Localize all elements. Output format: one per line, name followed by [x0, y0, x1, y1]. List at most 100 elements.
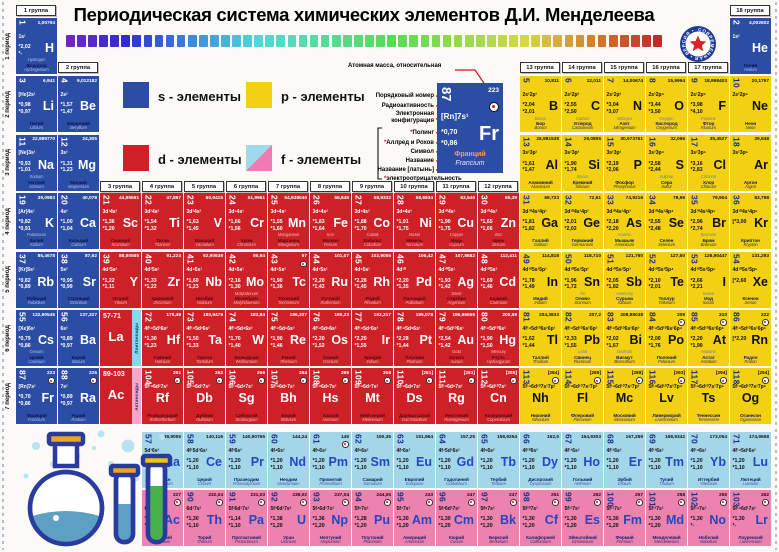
element-Hg[interactable]: 80 200,59 4f¹⁴5d¹⁰6s² *1,90 *1,50 Hg Mercury Рт…: [478, 310, 519, 366]
element-Ga[interactable]: 31 69,723 3d¹⁰4s²4p¹ *1,81 *1,82 Ga Галлий Gall…: [520, 193, 561, 250]
element-Cl[interactable]: 17 35,4527 3s²3p⁵ *3,16 *2,83 Cl Chlorine Хлор C…: [688, 134, 729, 191]
element-Lu[interactable]: 71 174,9668 4f¹⁴5d¹6s² *1,20 *1,10 Lu Лютеций L…: [730, 432, 771, 488]
element-Er[interactable]: 68 167,259 4f¹²6s² *1,20 *1,10 Er Эрбий Erbium: [604, 432, 645, 488]
element-H[interactable]: 1 1,00794 1s¹ *2,02 *- H Hydrogen Водород Hydrog…: [16, 18, 57, 74]
element-Y[interactable]: 39 88,90585 4d¹5s² *1,22 *1,11 Y Иттрий Yttrium: [100, 251, 141, 308]
element-Pu[interactable]: 94 244,06 5f⁶7s² *1,28 *1,20 Pu Плутоний Pluton…: [352, 490, 393, 546]
element-He[interactable]: 2 4,002602 1s² He Гелий Helium: [730, 18, 771, 74]
element-W[interactable]: 74 183,84 4f¹⁴5d⁴6s² *1,70 *1,40 W Вольфрам Wol…: [226, 310, 267, 366]
element-Ta[interactable]: 73 180,9479 4f¹⁴5d³6s² *1,50 *1,33 Ta Тантал Ta…: [184, 310, 225, 366]
element-Cs[interactable]: 55 132,90545 [Xe]6s¹ *0,79 *0,86 Cs Cesium Цези…: [16, 310, 57, 366]
element-Ru[interactable]: 44 101,07 4d⁷5s¹ *2,20 *1,42 Ru Рутений Rutheni…: [310, 251, 351, 308]
element-Tl[interactable]: 81 204,3833 4f¹⁴5d¹⁰6s²6p¹ *1,62 *1,44 Tl Талл…: [520, 310, 561, 366]
element-Te[interactable]: 52 127,60 4d¹⁰5s²5p⁴ *2,10 *2,01 Te Теллур Tell…: [646, 251, 687, 308]
placeholder-Ac[interactable]: 89-103 Ac Актиноиды: [100, 368, 141, 425]
element-Zn[interactable]: 30 65,39 3d¹⁰4s² *1,65 *1,66 Zn Zinc Цинк Zincum: [478, 193, 519, 250]
element-At[interactable]: 85 210 4f¹⁴5d¹⁰6s²6p⁵ *2,20 *1,90 At Astatine А…: [688, 310, 729, 366]
element-Pb[interactable]: 82 207,2 4f¹⁴5d¹⁰6s²6p² *2,33 *1,55 Pb Lead Сви…: [562, 310, 603, 366]
element-Ra[interactable]: 88 226 7s² *0,89 *0,97 Ra Радий Radium: [58, 368, 99, 425]
element-Al[interactable]: 13 26,981538 3s²3p¹ *1,61 *1,47 Al Алюминий Alu…: [520, 134, 561, 191]
element-Dy[interactable]: 66 162,5 4f¹⁰6s² *1,20 *1,10 Dy Диспрозий Dyspr…: [520, 432, 561, 488]
element-Nd[interactable]: 60 144,24 4f⁴6s² *1,20 *1,10 Nd Неодим Neodymiu…: [268, 432, 309, 488]
element-Sr[interactable]: 38 87,62 5s² *0,95 *0,99 Sr Стронций Strontium: [58, 251, 99, 308]
element-Mc[interactable]: 115 [288] 5f¹⁴6d¹⁰7s²7p³ Mc Московий Moscoviu…: [604, 368, 645, 425]
element-Po[interactable]: 84 209 4f¹⁴5d¹⁰6s²6p⁴ *2,00 *1,76 Po Полоний Po…: [646, 310, 687, 366]
element-Am[interactable]: 95 243 5f⁷7s² *1,30 *1,20 Am Америций Americium: [394, 490, 435, 546]
element-Se[interactable]: 34 78,96 3d¹⁰4s²4p⁴ *2,55 *2,48 Se Селен Seleni…: [646, 193, 687, 250]
element-Cr[interactable]: 24 51,9961 3d⁵4s¹ *1,66 *1,56 Cr Хром Chromium: [226, 193, 267, 250]
element-S[interactable]: 16 32,066 3s²3p⁴ *2,58 *2,44 S Sulphur Сера Sulf…: [646, 134, 687, 191]
element-Rg[interactable]: 111 [281] 5f¹⁴6d⁹7s² Rg Рентгений Roentgenium: [436, 368, 477, 425]
element-Bk[interactable]: 97 247 5f⁹7s² *1,30 *1,20 Bk Берклий Berkelium: [478, 490, 519, 546]
element-Tm[interactable]: 69 168,9342 4f¹³6s² *1,20 *1,10 Tm Тулий Thuliu…: [646, 432, 687, 488]
element-As[interactable]: 33 74,9216 3d¹⁰4s²4p³ *2,18 *2,20 As Arsenic Мы…: [604, 193, 645, 250]
element-F[interactable]: 9 18,998403 2s²2p⁵ *3,98 *4,10 F Fluorine Фтор F…: [688, 76, 729, 133]
element-Re[interactable]: 75 186,207 4f¹⁴5d⁵6s² *1,90 *1,46 Re Рений Rhen…: [268, 310, 309, 366]
element-Ho[interactable]: 67 164,9303 4f¹¹6s² *1,20 *1,10 Ho Гольмий Holm…: [562, 432, 603, 488]
element-Nb[interactable]: 41 92,90638 4d⁴5s¹ *1,60 *1,23 Nb Ниобий Niobiu…: [184, 251, 225, 308]
element-Pd[interactable]: 46 106,42 4d¹⁰ *2,20 *1,35 Pd Палладий Palladiu…: [394, 251, 435, 308]
element-Ts[interactable]: 117 [294] 5f¹⁴6d¹⁰7s²7p⁵ Ts Теннессин Tenness…: [688, 368, 729, 425]
element-B[interactable]: 5 10,811 2s²2p¹ *2,04 *2,01 B Boron Бор Borum: [520, 76, 561, 133]
placeholder-La[interactable]: 57-71 La Лантаноиды: [100, 310, 141, 366]
element-Cf[interactable]: 98 251 5f¹⁰7s² *1,30 *1,20 Cf Калифорний Califo…: [520, 490, 561, 546]
element-Pm[interactable]: 61 145 4f⁵6s² *1,20 *1,10 Pm Прометий Promethiu…: [310, 432, 351, 488]
element-Ir[interactable]: 77 192,217 4f¹⁴5d⁷6s² *2,20 *1,55 Ir Иридий Iri…: [352, 310, 393, 366]
element-Md[interactable]: 101 258 5f¹³7s² *1,30 *1,20 Md Менделевий Mende…: [646, 490, 687, 546]
element-Th[interactable]: 90 232,04 6d²7s² *1,30 *1,10 Th Торий Thorium: [184, 490, 225, 546]
element-Sc[interactable]: 21 44,95591 3d¹4s² *1,36 *1,20 Sc Скандий Scand…: [100, 193, 141, 250]
element-Xe[interactable]: 54 131,293 4d¹⁰5s²5p⁶ [*2,60 Xe Ксенон Xenon: [730, 251, 771, 308]
element-Ag[interactable]: 47 107,8682 4d¹⁰5s¹ *1,93 *1,42 Ag Silver Сереб…: [436, 251, 477, 308]
element-Fl[interactable]: 114 [289] 5f¹⁴6d¹⁰7s²7p² Fl Флеровий Fleroviu…: [562, 368, 603, 425]
element-Sb[interactable]: 51 121,760 4d¹⁰5s²5p³ *2,05 *1,82 Sb Antimony С…: [604, 251, 645, 308]
element-Tb[interactable]: 65 158,9254 4f⁹6s² *1,20 *1,10 Tb Тербий Terbiu…: [478, 432, 519, 488]
element-Cm[interactable]: 96 247 5f⁷6d¹7s² *1,30 *1,20 Cm Кюрий Curium: [436, 490, 477, 546]
element-Gd[interactable]: 64 157,25 4f⁷5d¹6s² *1,20 *1,10 Gd Гадолиний Ga…: [436, 432, 477, 488]
element-Pa[interactable]: 91 231,03 5f²6d¹7s² *1,14 *1,10 Pa Протактиний…: [226, 490, 267, 546]
element-Co[interactable]: 27 58,9332 3d⁷4s² *1,88 *1,70 Co Cobalt Кобальт…: [352, 193, 393, 250]
element-Mn[interactable]: 25 54,938046 3d⁵4s² *1,55 *1,60 Mn Manganese Ма…: [268, 193, 309, 250]
element-Ca[interactable]: 20 40,078 4s² *1,00 *1,04 Ca Кальций Calcium: [58, 193, 99, 250]
element-Bh[interactable]: 107 264 5f¹⁴6d⁵7s² Bh Борий Bohrium: [268, 368, 309, 425]
element-C[interactable]: 6 12,011 2s²2p² *2,55 *2,50 C Carbon Углерод Car…: [562, 76, 603, 133]
element-U[interactable]: 92 238,02 5f³6d¹7s² *1,38 *1,20 U Уран Uranium: [268, 490, 309, 546]
element-Db[interactable]: 105 262 5f¹⁴6d³7s² Db Дубний Dubnium: [184, 368, 225, 425]
element-Ne[interactable]: 10 20,1797 2s²2p⁶ Ne Неон Neon: [730, 76, 771, 133]
element-Lv[interactable]: 116 [293] 5f¹⁴6d¹⁰7s²7p⁴ Lv Ливерморий Liverm…: [646, 368, 687, 425]
element-Rb[interactable]: 37 85,4678 [Kr]5s¹ *0,82 *0,89 Rb Рубидий Rubid…: [16, 251, 57, 308]
element-Ce[interactable]: 58 140,116 4f¹5d¹6s² *1,20 *1,10 Ce Церий Ceriu…: [184, 432, 225, 488]
element-Ti[interactable]: 22 47,867 3d²4s² *1,54 *1,32 Ti Титан Titanium: [142, 193, 183, 250]
element-V[interactable]: 23 50,9415 3d³4s² *1,63 *1,45 V Ванадий Vanadiu…: [184, 193, 225, 250]
element-Rf[interactable]: 104 261 5f¹⁴6d²7s² Rf Резерфордий Rutherfordi…: [142, 368, 183, 425]
element-Ge[interactable]: 32 72,61 3d¹⁰4s²4p² *2,01 *2,02 Ge Германий Ger…: [562, 193, 603, 250]
element-Eu[interactable]: 63 151,964 4f⁷6s² *1,20 *1,10 Eu Европий Europi…: [394, 432, 435, 488]
element-Sm[interactable]: 62 150,36 4f⁶6s² *1,20 *1,10 Sm Самарий Samariu…: [352, 432, 393, 488]
element-Ds[interactable]: 110 [281] 5f¹⁴6d⁸7s² Ds Дармштадтий Darmstadt…: [394, 368, 435, 425]
element-Os[interactable]: 76 190,23 4f¹⁴5d⁶6s² *2,20 *1,52 Os Осмий Osmiu…: [310, 310, 351, 366]
element-N[interactable]: 7 14,00674 2s²2p³ *3,04 *3,07 N Nitrogen Азот Ni…: [604, 76, 645, 133]
element-Pr[interactable]: 59 140,90765 4f³6s² *1,20 *1,10 Pr Празеодим Pr…: [226, 432, 267, 488]
element-O[interactable]: 8 15,9994 2s²2p⁴ *3,44 *3,50 O Oxygen Кислород O…: [646, 76, 687, 133]
element-K[interactable]: 19 39,0983 [Ar]4s¹ *0,82 *0,91 K Potassium Кали…: [16, 193, 57, 250]
element-Kr[interactable]: 36 83,798 3d¹⁰4s²4p⁶ [*3,00 Kr Криптон Krypton: [730, 193, 771, 250]
element-Zr[interactable]: 40 91,224 4d²5s² *1,33 *1,22 Zr Цирконий Zircon…: [142, 251, 183, 308]
element-Es[interactable]: 99 252 5f¹¹7s² *1,30 *1,20 Es Эйнштейний Einste…: [562, 490, 603, 546]
element-Li[interactable]: 3 6,941 [He]2s¹ *0,98 *0,97 Li Литий Lithium: [16, 76, 57, 133]
element-Lr[interactable]: 103 262 5f¹⁴6d¹7s² *1,30 *- Lr Лоуренсий Lawren…: [730, 490, 771, 546]
element-Fr[interactable]: 87 223 [Rn]7s¹ *0,70 *0,86 Fr Франций Francium: [16, 368, 57, 425]
element-Na[interactable]: 11 22,989770 [Ne]3s¹ *0,93 *1,01 Na Sodium Натр…: [16, 134, 57, 191]
element-Pt[interactable]: 78 195,078 4f¹⁴5d⁹6s¹ *2,28 *1,44 Pt Платина Pl…: [394, 310, 435, 366]
element-Mt[interactable]: 109 268 5f¹⁴6d⁷7s² Mt Мейтнерий Meitnerium: [352, 368, 393, 425]
element-Tc[interactable]: 43 97 4d⁵5s² *1,90 *1,36 Tc Технеций Technetium: [268, 251, 309, 308]
element-No[interactable]: 102 259 5f¹⁴7s² *1,30 *- No Нобелий Nobelium: [688, 490, 729, 546]
element-Bi[interactable]: 83 208,98038 4f¹⁴5d¹⁰6s²6p³ *2,02 *1,67 Bi Bis…: [604, 310, 645, 366]
element-Mg[interactable]: 12 24,305 3s² *1,31 *1,23 Mg Магний Magnesium: [58, 134, 99, 191]
element-Cn[interactable]: 112 [285] 5f¹⁴6d¹⁰7s² Cn Коперниций Copernici…: [478, 368, 519, 425]
element-Au[interactable]: 79 196,96655 4f¹⁴5d¹⁰6s¹ *2,54 *1,42 Au Gold Зо…: [436, 310, 477, 366]
element-Ni[interactable]: 28 58,6934 3d⁸4s² *1,91 *1,75 Ni Nickel Никель N…: [394, 193, 435, 250]
element-Sn[interactable]: 50 118,710 4d¹⁰5s²5p² *1,96 *1,72 Sn Tin Олово S…: [562, 251, 603, 308]
element-Cu[interactable]: 29 63,546 3d¹⁰4s¹ *1,90 *1,75 Cu Copper Медь Cup…: [436, 193, 477, 250]
element-Rh[interactable]: 45 102,9055 4d⁸5s¹ *2,28 *1,45 Rh Родий Rhodium: [352, 251, 393, 308]
element-Sg[interactable]: 106 266 5f¹⁴6d⁴7s² Sg Сиборгий Seaborgium: [226, 368, 267, 425]
element-Hf[interactable]: 72 178,49 4f¹⁴5d²6s² *1,30 *1,23 Hf Гафний Hafn…: [142, 310, 183, 366]
